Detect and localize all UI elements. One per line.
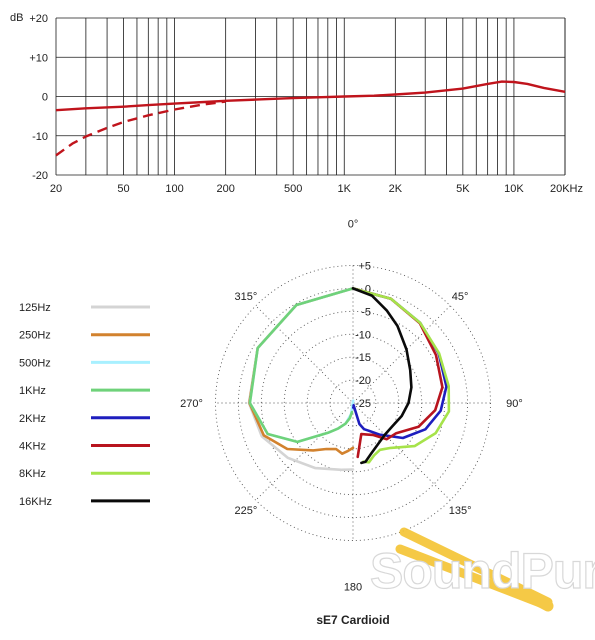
soundpure-logo: SoundPure [369,527,595,612]
frequency-x-tick-labels: 20 50 100 200 500 1K 2K 5K 10K 20KHz [50,183,583,195]
legend: 125Hz 250Hz 500Hz 1KHz 2KHz 4KHz 8KHz 16KHz [19,302,150,508]
x-tick-label: 100 [165,183,183,195]
y-tick-label: -10 [32,131,48,143]
radial-tick-label: -25 [355,398,371,410]
y-tick-label: +20 [29,13,48,25]
angle-label: 45° [452,291,469,303]
frequency-y-tick-labels: +20 +10 0 -10 -20 [29,13,48,182]
radial-tick-label: -10 [355,329,371,341]
y-axis-label: dB [10,12,23,24]
response-curve-solid [55,80,566,112]
polar-ring [237,287,469,519]
legend-label: 250Hz [19,330,51,342]
polar-ring [329,379,377,427]
radial-tick-label: -15 [355,352,371,364]
polar-ring [306,356,400,450]
radial-tick-label: +5 [358,261,371,273]
response-curve-dashed [55,100,226,157]
x-tick-label: 200 [216,183,234,195]
polar-curve-8khz [351,287,451,464]
legend-label: 500Hz [19,357,51,369]
polar-angle-labels: 0° 45° 90° 135° 180 225° 270° 315° [180,219,523,594]
x-tick-label: 20 [50,183,62,195]
x-tick-label: 50 [117,183,129,195]
y-tick-label: -20 [32,170,48,182]
angle-label: 90° [506,398,523,410]
frequency-series [55,80,566,157]
legend-label: 2KHz [19,413,46,425]
angle-label: 270° [180,398,203,410]
watermark: SoundPure [370,543,595,599]
polar-title: sE7 Cardioid [316,613,389,627]
angle-label: 0° [348,219,359,231]
y-tick-label: 0 [42,92,48,104]
polar-curve-500hz [248,287,355,444]
legend-label: 16KHz [19,496,52,508]
radial-tick-label: -5 [361,306,371,318]
x-tick-label: 5K [456,183,470,195]
angle-label: 315° [234,291,257,303]
polar-curve-16khz [351,287,413,465]
radial-tick-label: -20 [355,375,371,387]
polar-curve-1khz [248,287,355,444]
y-tick-label: +10 [29,52,48,64]
tuning-fork-icon [395,527,554,612]
x-tick-label: 500 [284,183,302,195]
polar-series [247,287,451,472]
polar-ring [260,310,446,496]
x-tick-label: 10K [504,183,524,195]
legend-label: 1KHz [19,385,46,397]
x-tick-label: 1K [338,183,352,195]
angle-label: 135° [449,505,472,517]
legend-label: 4KHz [19,441,46,453]
polar-grid [215,265,491,541]
legend-label: 8KHz [19,468,46,480]
radial-tick-label: 0 [365,283,371,295]
angle-label: 180 [344,582,362,594]
angle-label: 225° [234,505,257,517]
x-tick-label: 2K [389,183,403,195]
polar-radial-tick-labels: +5 0 -5 -10 -15 -20 -25 [355,261,371,411]
x-tick-label: 20KHz [550,183,583,195]
polar-curve-125hz [247,287,355,472]
legend-label: 125Hz [19,302,51,314]
